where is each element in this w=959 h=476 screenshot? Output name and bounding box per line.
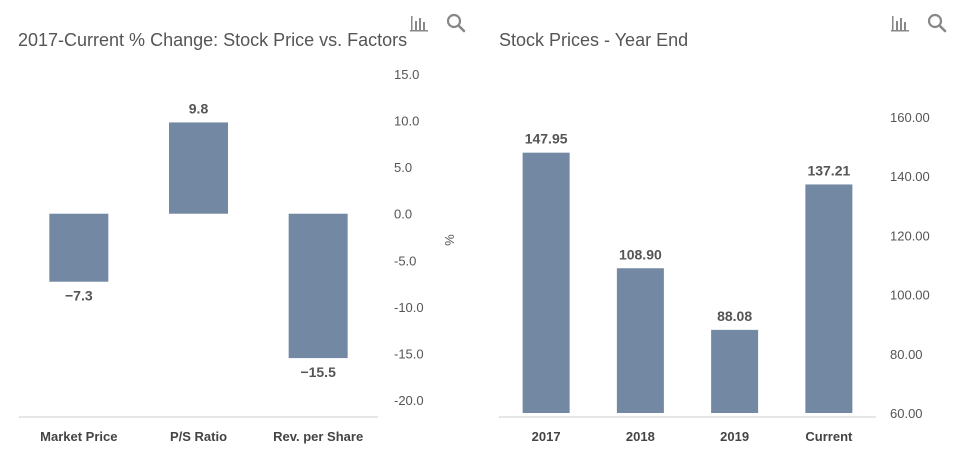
- right-chart-panel: Stock Prices - Year End 147.95 2017 108.90…: [478, 0, 959, 476]
- data-label: 108.90: [619, 246, 662, 262]
- y-tick-label: 80.00: [890, 347, 923, 362]
- y-tick-label: 5.0: [394, 160, 412, 175]
- bar-chart-icon[interactable]: [408, 12, 430, 34]
- right-bar-chart: 147.95 2017 108.90 2018 88.08 2019 137.21 Curre…: [499, 110, 930, 444]
- bar: [805, 184, 853, 413]
- bar: [522, 152, 570, 413]
- y-tick-label: 15.0: [394, 67, 419, 82]
- data-label: 88.08: [717, 308, 752, 324]
- left-chart-panel: 2017-Current % Change: Stock Price vs. F…: [0, 0, 478, 476]
- bar: [711, 329, 759, 413]
- chart-title: Stock Prices - Year End: [499, 30, 689, 50]
- data-label: −7.3: [65, 288, 93, 304]
- search-icon[interactable]: [926, 12, 948, 34]
- y-tick-label: -15.0: [394, 346, 424, 361]
- category-label: Market Price: [40, 429, 117, 444]
- y-axis-unit-label: %: [442, 234, 457, 246]
- bar: [169, 122, 228, 214]
- category-label: Current: [805, 429, 853, 444]
- category-label: 2017: [532, 429, 561, 444]
- data-label: 147.95: [525, 131, 568, 147]
- data-label: 137.21: [807, 162, 850, 178]
- category-label: 2018: [626, 429, 655, 444]
- bar: [616, 268, 664, 413]
- left-bar-chart: −7.3 Market Price 9.8 P/S Ratio −15.5 Rev. pe…: [19, 67, 457, 444]
- y-tick-label: 10.0: [394, 114, 419, 129]
- category-label: Rev. per Share: [273, 429, 363, 444]
- y-tick-label: -20.0: [394, 393, 424, 408]
- y-tick-label: 60.00: [890, 406, 923, 421]
- y-tick-label: 100.00: [890, 288, 930, 303]
- y-tick-label: 160.00: [890, 110, 930, 125]
- y-tick-label: 120.00: [890, 228, 930, 243]
- search-icon[interactable]: [445, 12, 467, 34]
- y-tick-label: 140.00: [890, 169, 930, 184]
- y-tick-label: -10.0: [394, 300, 424, 315]
- bar-chart-icon[interactable]: [889, 12, 911, 34]
- category-label: P/S Ratio: [170, 429, 227, 444]
- bar: [49, 213, 109, 282]
- category-label: 2019: [720, 429, 749, 444]
- y-tick-label: 0.0: [394, 207, 412, 222]
- chart-title: 2017-Current % Change: Stock Price vs. F…: [18, 30, 408, 50]
- data-label: 9.8: [189, 100, 209, 116]
- data-label: −15.5: [300, 364, 336, 380]
- y-tick-label: -5.0: [394, 253, 416, 268]
- bar: [288, 213, 348, 359]
